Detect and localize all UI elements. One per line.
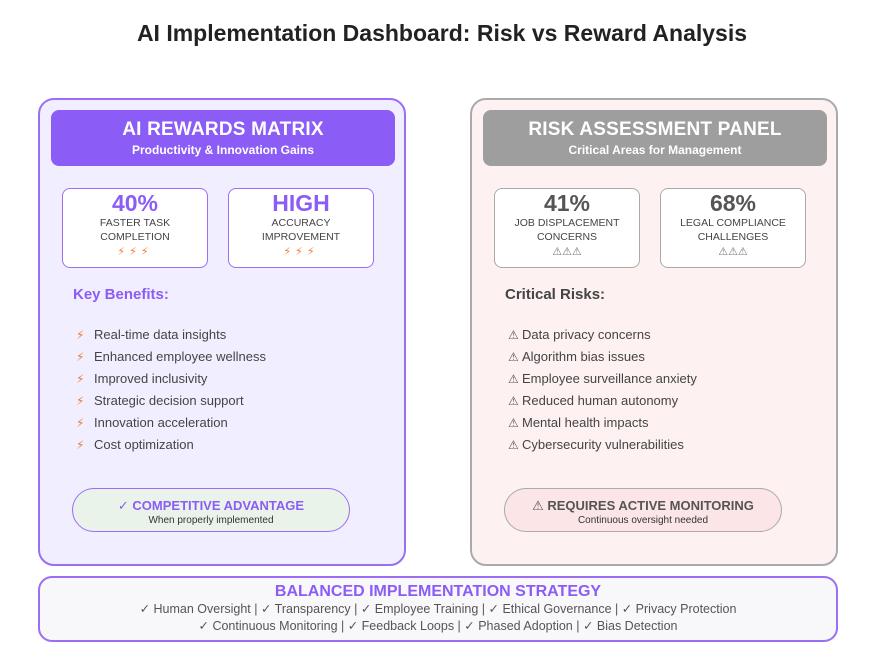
list-item: ⚠ Mental health impacts <box>508 413 697 435</box>
warning-icons: ⚠⚠⚠ <box>552 246 582 258</box>
badge-title: ✓ COMPETITIVE ADVANTAGE <box>117 498 305 513</box>
strategy-line-1: ✓ Human Oversight | ✓ Transparency | ✓ E… <box>139 602 737 616</box>
stat-label: FASTER TASK COMPLETION <box>99 217 171 243</box>
competitive-advantage-badge: ✓ COMPETITIVE ADVANTAGE When properly im… <box>72 488 350 532</box>
risk-text: Employee surveillance anxiety <box>522 371 697 386</box>
list-item: ⚠ Employee surveillance anxiety <box>508 369 697 391</box>
list-item: ⚡ Enhanced employee wellness <box>76 347 266 369</box>
warning-icon: ⚠ <box>508 438 519 452</box>
stat-value: 40% <box>111 190 159 216</box>
rewards-header-title: AI REWARDS MATRIX <box>122 119 324 140</box>
stat-accuracy-improvement: HIGH ACCURACY IMPROVEMENT ⚡⚡⚡ <box>228 188 374 268</box>
list-item: ⚠ Cybersecurity vulnerabilities <box>508 435 697 457</box>
badge-subtitle: When properly implemented <box>148 515 274 526</box>
list-item: ⚡ Real-time data insights <box>76 325 266 347</box>
lightning-icon: ⚡ <box>76 416 85 430</box>
stat-label: JOB DISPLACEMENT CONCERNS <box>514 217 620 243</box>
benefit-text: Enhanced employee wellness <box>94 349 266 364</box>
lightning-icons: ⚡⚡⚡ <box>117 246 153 258</box>
warning-icon: ⚠ <box>508 372 519 386</box>
key-benefits-heading: Key Benefits: <box>73 286 169 303</box>
stat-value: 68% <box>709 190 757 216</box>
lightning-icon: ⚡ <box>76 438 85 452</box>
list-item: ⚡ Improved inclusivity <box>76 369 266 391</box>
risk-text: Mental health impacts <box>522 415 649 430</box>
list-item: ⚠ Data privacy concerns <box>508 325 697 347</box>
risk-text: Data privacy concerns <box>522 327 651 342</box>
risk-text: Algorithm bias issues <box>522 349 645 364</box>
active-monitoring-badge: ⚠ REQUIRES ACTIVE MONITORING Continuous … <box>504 488 782 532</box>
lightning-icon: ⚡ <box>76 372 85 386</box>
lightning-icon: ⚡ <box>76 328 85 342</box>
stat-value: 41% <box>543 190 591 216</box>
page-title: AI Implementation Dashboard: Risk vs Rew… <box>136 20 748 46</box>
stat-value: HIGH <box>272 190 330 216</box>
stat-legal-compliance: 68% LEGAL COMPLIANCE CHALLENGES ⚠⚠⚠ <box>660 188 806 268</box>
risk-text: Cybersecurity vulnerabilities <box>522 437 684 452</box>
critical-risks-heading: Critical Risks: <box>505 286 606 303</box>
list-item: ⚡ Cost optimization <box>76 435 266 457</box>
lightning-icon: ⚡ <box>76 394 85 408</box>
warning-icons: ⚠⚠⚠ <box>718 246 748 258</box>
warning-icon: ⚠ <box>508 416 519 430</box>
stat-job-displacement: 41% JOB DISPLACEMENT CONCERNS ⚠⚠⚠ <box>494 188 640 268</box>
benefit-text: Cost optimization <box>94 437 194 452</box>
badge-title: ⚠ REQUIRES ACTIVE MONITORING <box>532 498 754 513</box>
risks-header: RISK ASSESSMENT PANEL Critical Areas for… <box>483 110 827 166</box>
rewards-header-subtitle: Productivity & Innovation Gains <box>131 143 315 157</box>
list-item: ⚠ Reduced human autonomy <box>508 391 697 413</box>
benefit-text: Improved inclusivity <box>94 371 208 386</box>
badge-subtitle: Continuous oversight needed <box>577 515 709 526</box>
strategy-line-2: ✓ Continuous Monitoring | ✓ Feedback Loo… <box>198 619 678 633</box>
risk-text: Reduced human autonomy <box>522 393 679 408</box>
warning-icon: ⚠ <box>508 328 519 342</box>
strategy-title: BALANCED IMPLEMENTATION STRATEGY <box>274 583 602 600</box>
lightning-icons: ⚡⚡⚡ <box>283 246 319 258</box>
warning-icon: ⚠ <box>508 350 519 364</box>
stat-faster-task-completion: 40% FASTER TASK COMPLETION ⚡⚡⚡ <box>62 188 208 268</box>
stat-label: ACCURACY IMPROVEMENT <box>261 217 341 243</box>
stat-label: LEGAL COMPLIANCE CHALLENGES <box>680 217 786 243</box>
risks-header-title: RISK ASSESSMENT PANEL <box>528 119 782 140</box>
rewards-panel: AI REWARDS MATRIX Productivity & Innovat… <box>38 98 406 566</box>
list-item: ⚡ Innovation acceleration <box>76 413 266 435</box>
benefit-text: Strategic decision support <box>94 393 244 408</box>
rewards-header: AI REWARDS MATRIX Productivity & Innovat… <box>51 110 395 166</box>
list-item: ⚠ Algorithm bias issues <box>508 347 697 369</box>
warning-icon: ⚠ <box>508 394 519 408</box>
risks-panel: RISK ASSESSMENT PANEL Critical Areas for… <box>470 98 838 566</box>
list-item: ⚡ Strategic decision support <box>76 391 266 413</box>
benefit-text: Real-time data insights <box>94 327 227 342</box>
implementation-strategy-panel: BALANCED IMPLEMENTATION STRATEGY ✓ Human… <box>38 576 838 642</box>
risks-list: ⚠ Data privacy concerns ⚠ Algorithm bias i… <box>508 325 697 457</box>
benefit-text: Innovation acceleration <box>94 415 228 430</box>
benefits-list: ⚡ Real-time data insights ⚡ Enhanced emplo… <box>76 325 266 457</box>
lightning-icon: ⚡ <box>76 350 85 364</box>
risks-header-subtitle: Critical Areas for Management <box>568 143 742 157</box>
